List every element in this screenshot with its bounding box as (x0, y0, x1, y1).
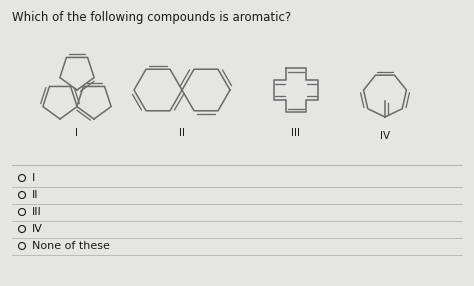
Text: IV: IV (380, 131, 390, 141)
Text: I: I (32, 173, 35, 183)
Text: I: I (75, 128, 79, 138)
Text: III: III (292, 128, 301, 138)
Text: II: II (179, 128, 185, 138)
Text: IV: IV (32, 224, 43, 234)
Text: Which of the following compounds is aromatic?: Which of the following compounds is arom… (12, 11, 291, 24)
Text: None of these: None of these (32, 241, 110, 251)
Text: III: III (32, 207, 42, 217)
Text: II: II (32, 190, 38, 200)
